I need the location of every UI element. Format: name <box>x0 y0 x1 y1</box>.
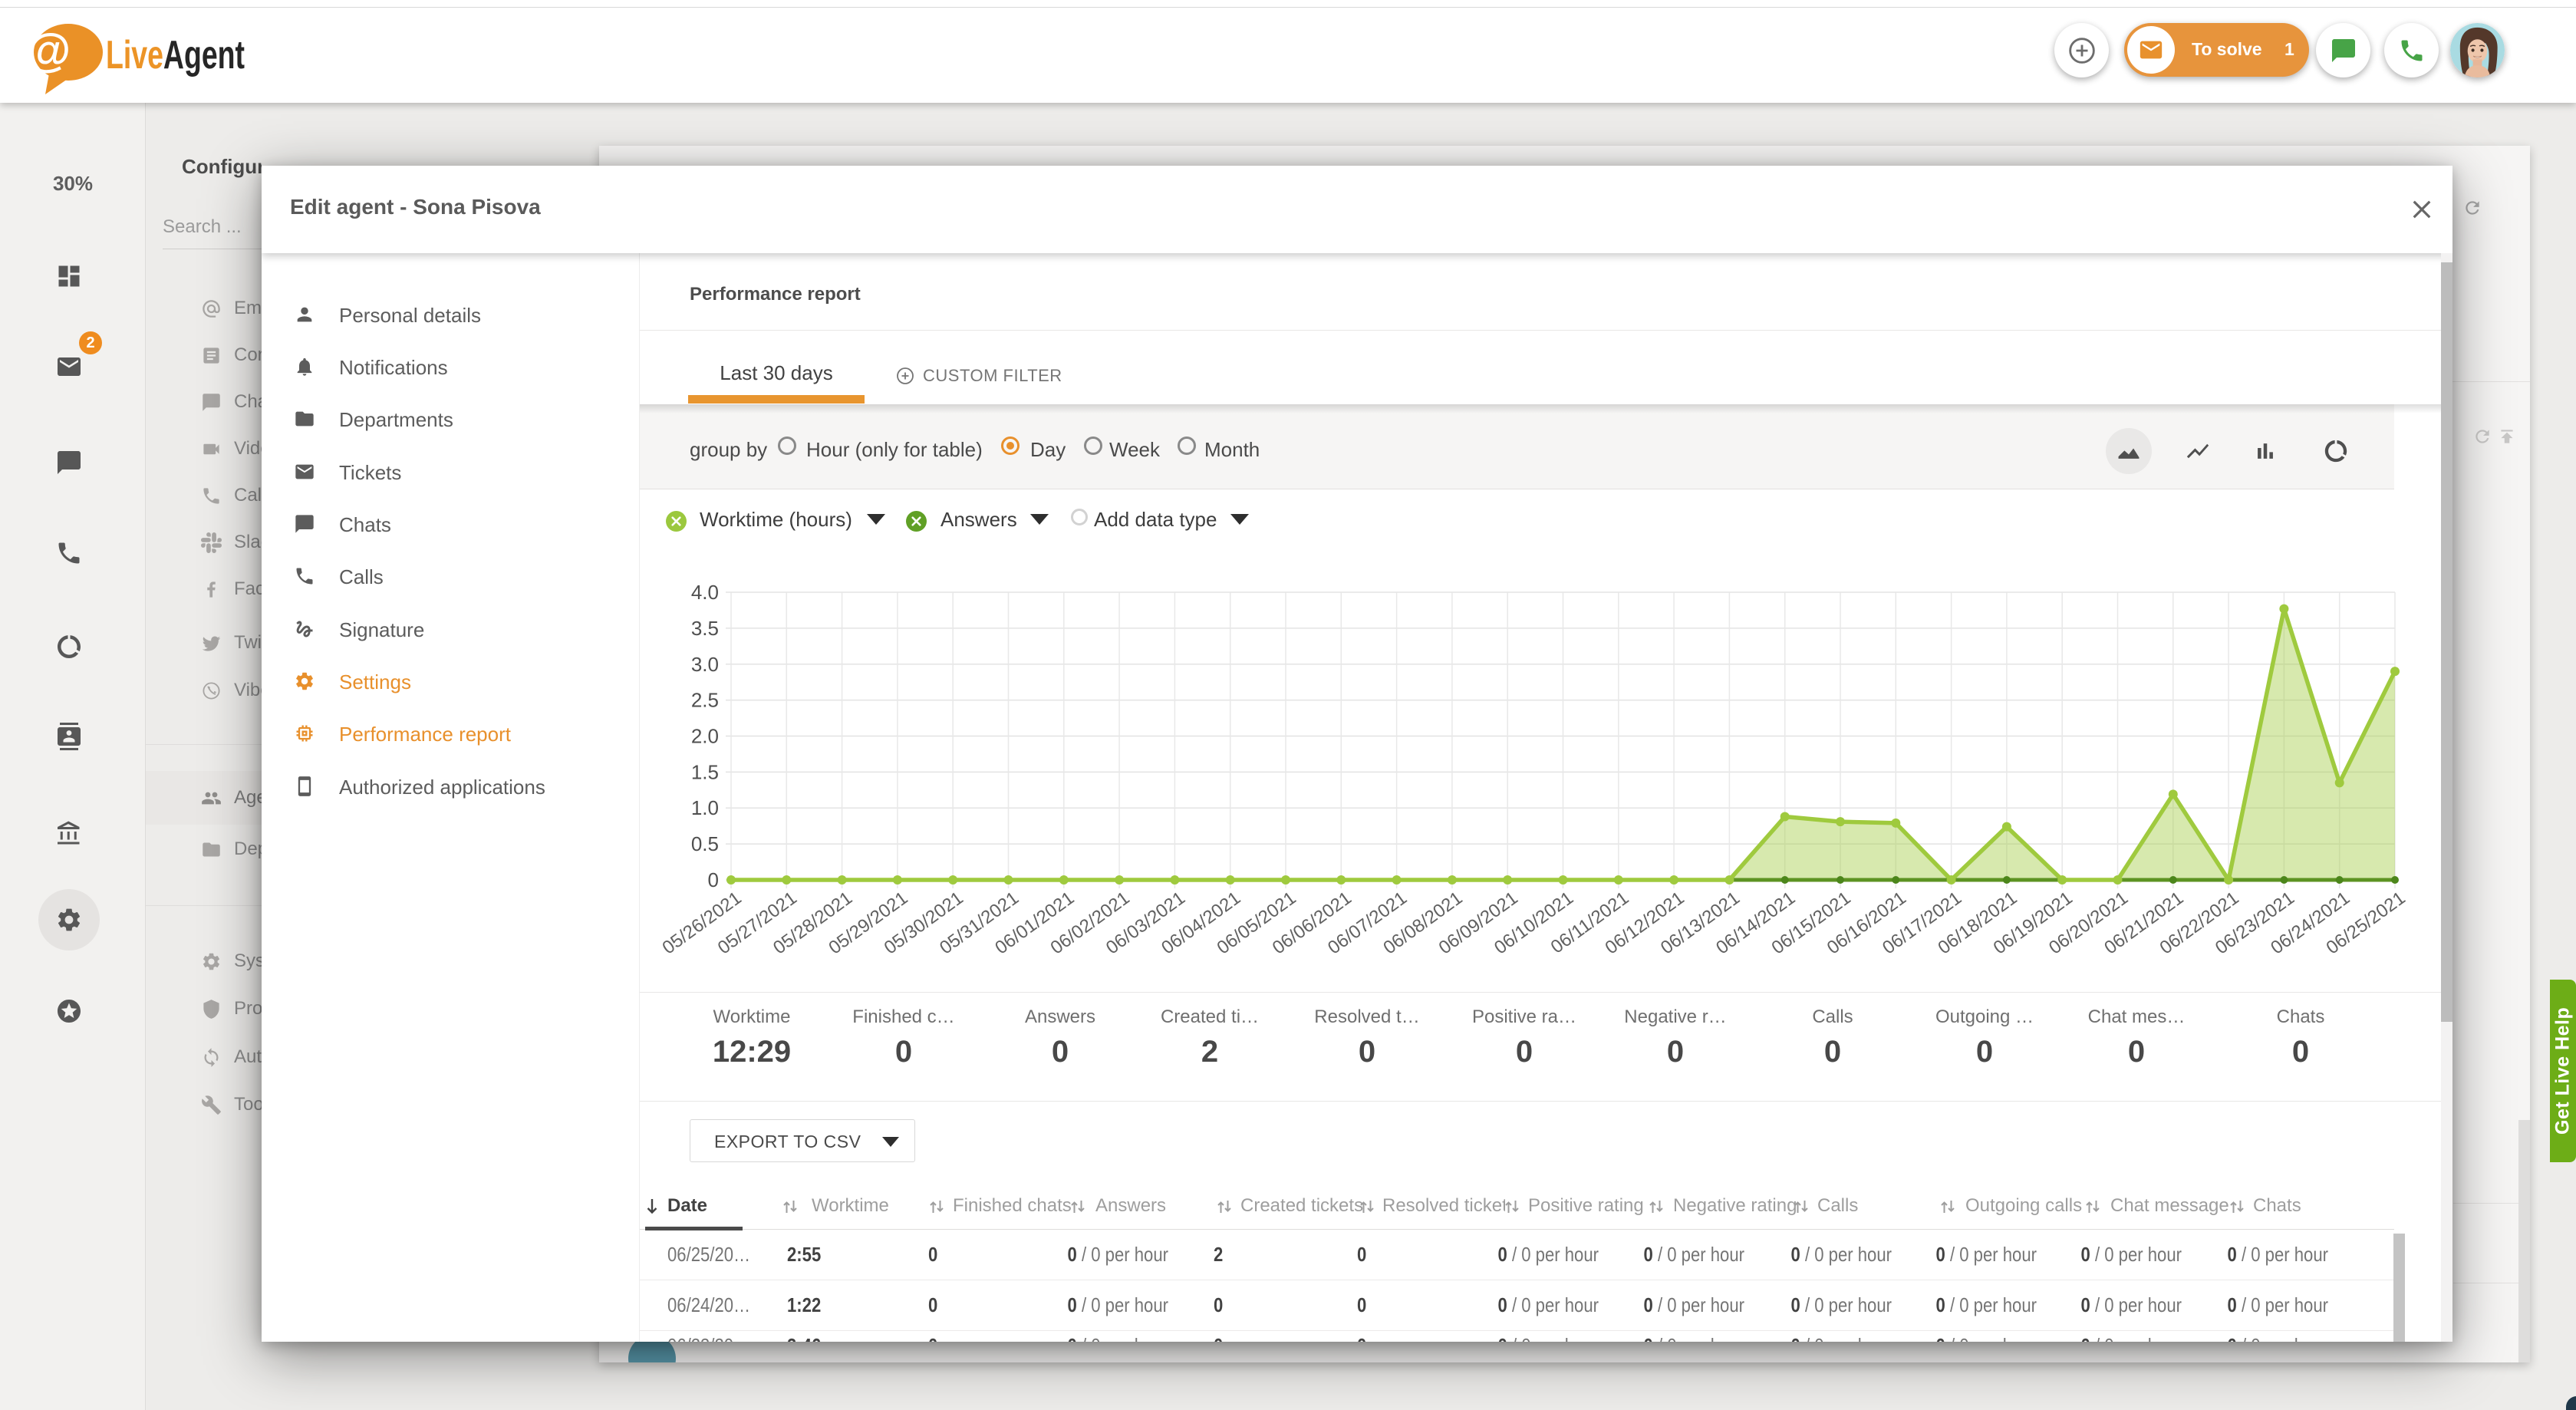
svg-text:1.5: 1.5 <box>691 760 719 783</box>
svg-text:4.0: 4.0 <box>691 581 719 604</box>
svg-text:0: 0 <box>708 868 719 891</box>
svg-text:2.0: 2.0 <box>691 725 719 748</box>
svg-text:2.5: 2.5 <box>691 689 719 712</box>
svg-text:0.5: 0.5 <box>691 832 719 855</box>
svg-text:1.0: 1.0 <box>691 796 719 819</box>
svg-text:3.5: 3.5 <box>691 617 719 640</box>
svg-text:@: @ <box>29 25 71 76</box>
svg-text:3.0: 3.0 <box>691 653 719 676</box>
